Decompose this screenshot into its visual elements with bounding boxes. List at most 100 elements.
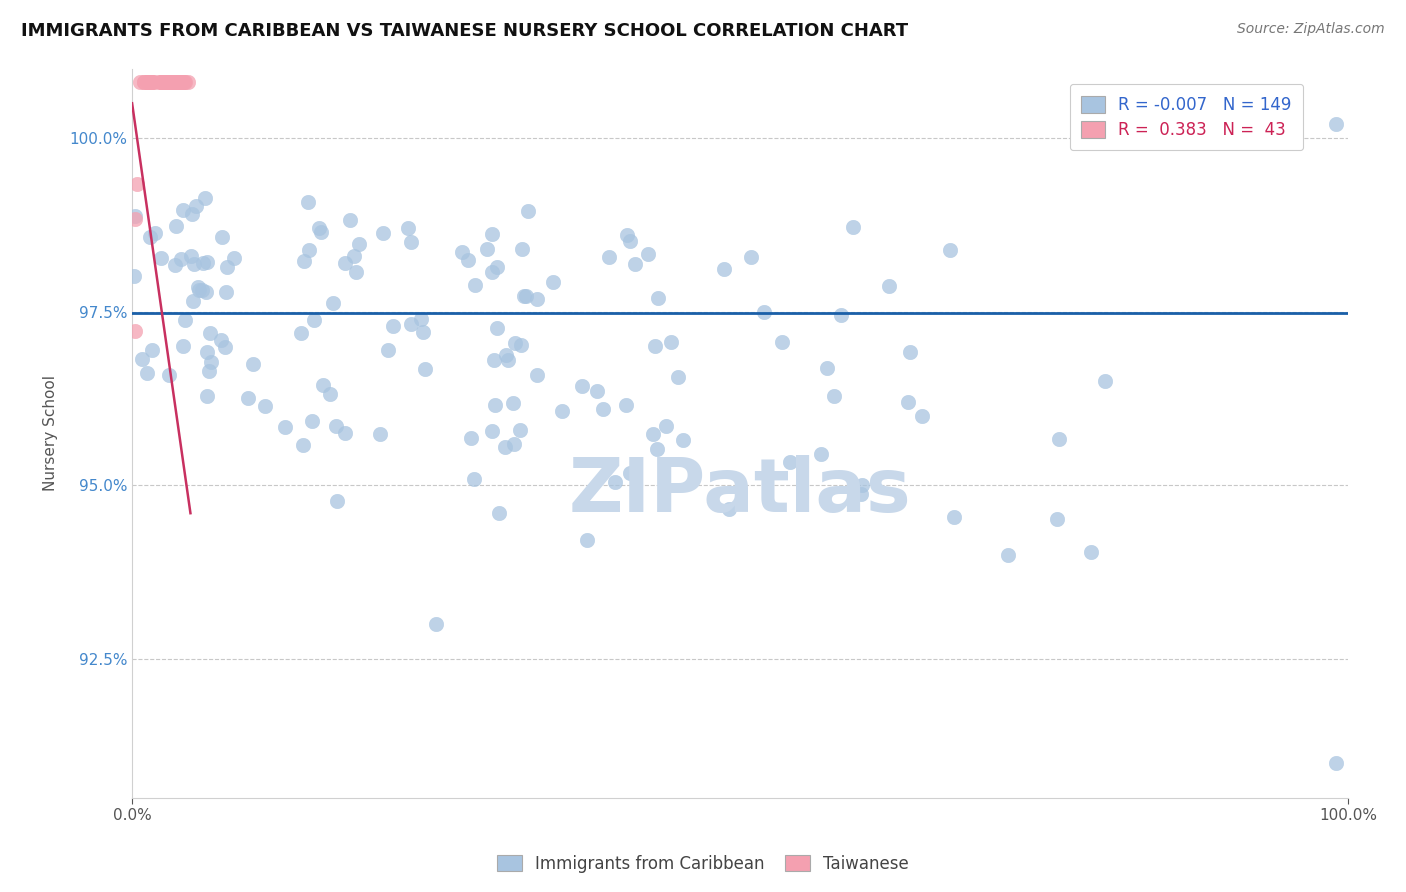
- Point: [132, 75, 155, 89]
- Point: [571, 379, 593, 393]
- Point: [1324, 756, 1347, 771]
- Point: [187, 279, 209, 293]
- Point: [484, 398, 506, 412]
- Point: [526, 292, 548, 306]
- Point: [592, 401, 614, 416]
- Point: [200, 355, 222, 369]
- Point: [510, 338, 533, 352]
- Point: [457, 252, 479, 267]
- Point: [322, 296, 344, 310]
- Point: [167, 75, 190, 89]
- Point: [333, 256, 356, 270]
- Point: [166, 75, 188, 89]
- Point: [647, 292, 669, 306]
- Point: [134, 75, 156, 89]
- Point: [425, 617, 447, 632]
- Point: [605, 475, 627, 489]
- Point: [938, 243, 960, 257]
- Point: [526, 368, 548, 383]
- Point: [290, 326, 312, 341]
- Point: [155, 75, 177, 89]
- Point: [188, 283, 211, 297]
- Point: [191, 256, 214, 270]
- Point: [481, 424, 503, 438]
- Point: [598, 250, 620, 264]
- Y-axis label: Nursery School: Nursery School: [44, 376, 58, 491]
- Point: [198, 326, 221, 340]
- Point: [396, 221, 419, 235]
- Point: [170, 75, 193, 89]
- Text: Source: ZipAtlas.com: Source: ZipAtlas.com: [1237, 22, 1385, 37]
- Point: [349, 237, 371, 252]
- Point: [1080, 545, 1102, 559]
- Point: [713, 262, 735, 277]
- Point: [181, 207, 204, 221]
- Legend: Immigrants from Caribbean, Taiwanese: Immigrants from Caribbean, Taiwanese: [491, 848, 915, 880]
- Point: [494, 440, 516, 454]
- Point: [644, 339, 666, 353]
- Point: [215, 285, 238, 300]
- Point: [173, 75, 195, 89]
- Point: [169, 75, 191, 89]
- Point: [616, 227, 638, 242]
- Point: [509, 423, 531, 437]
- Point: [586, 384, 609, 399]
- Point: [136, 367, 159, 381]
- Point: [779, 455, 801, 469]
- Point: [195, 285, 218, 299]
- Point: [141, 75, 163, 89]
- Point: [197, 364, 219, 378]
- Point: [174, 312, 197, 326]
- Point: [619, 466, 641, 480]
- Point: [152, 75, 174, 89]
- Point: [181, 293, 204, 308]
- Point: [754, 304, 776, 318]
- Point: [242, 357, 264, 371]
- Point: [176, 75, 198, 89]
- Point: [943, 509, 966, 524]
- Point: [224, 251, 246, 265]
- Point: [159, 75, 181, 89]
- Point: [413, 362, 436, 376]
- Point: [575, 533, 598, 548]
- Point: [717, 502, 740, 516]
- Point: [162, 75, 184, 89]
- Point: [484, 353, 506, 368]
- Point: [166, 75, 188, 89]
- Point: [655, 419, 678, 434]
- Point: [851, 478, 873, 492]
- Point: [301, 414, 323, 428]
- Point: [344, 265, 367, 279]
- Point: [643, 427, 665, 442]
- Point: [1047, 432, 1070, 446]
- Text: IMMIGRANTS FROM CARIBBEAN VS TAIWANESE NURSERY SCHOOL CORRELATION CHART: IMMIGRANTS FROM CARIBBEAN VS TAIWANESE N…: [21, 22, 908, 40]
- Point: [124, 212, 146, 227]
- Point: [157, 75, 180, 89]
- Point: [129, 75, 152, 89]
- Point: [160, 75, 183, 89]
- Point: [541, 275, 564, 289]
- Point: [488, 506, 510, 520]
- Point: [138, 229, 160, 244]
- Point: [399, 317, 422, 331]
- Text: ZIPatlas: ZIPatlas: [568, 455, 911, 528]
- Point: [830, 308, 852, 322]
- Point: [516, 203, 538, 218]
- Point: [308, 221, 330, 235]
- Point: [165, 219, 187, 233]
- Point: [214, 339, 236, 353]
- Point: [381, 319, 404, 334]
- Point: [150, 75, 173, 89]
- Point: [273, 419, 295, 434]
- Point: [254, 399, 277, 413]
- Point: [319, 387, 342, 401]
- Point: [481, 227, 503, 241]
- Point: [486, 260, 509, 274]
- Point: [897, 395, 920, 409]
- Point: [141, 75, 163, 89]
- Point: [183, 257, 205, 271]
- Point: [373, 226, 395, 240]
- Point: [163, 258, 186, 272]
- Point: [197, 254, 219, 268]
- Point: [160, 75, 183, 89]
